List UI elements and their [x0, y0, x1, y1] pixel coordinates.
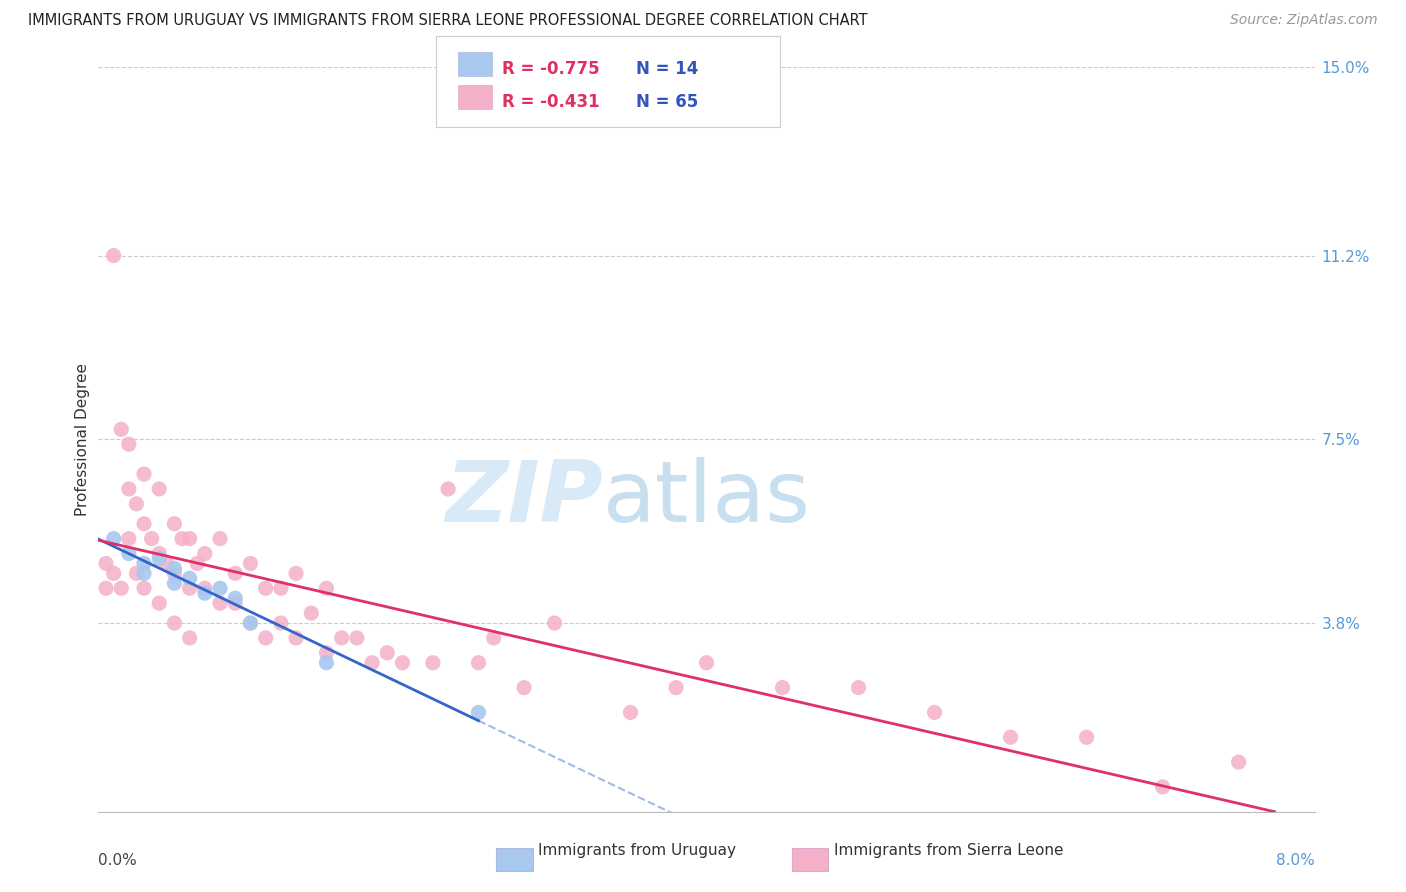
Point: [141, 532, 163, 546]
Text: R = -0.431: R = -0.431: [502, 93, 599, 111]
Point: [163, 561, 186, 575]
Point: [330, 631, 353, 645]
Text: atlas: atlas: [603, 458, 811, 541]
Point: [94, 582, 117, 596]
Text: IMMIGRANTS FROM URUGUAY VS IMMIGRANTS FROM SIERRA LEONE PROFESSIONAL DEGREE CORR: IMMIGRANTS FROM URUGUAY VS IMMIGRANTS FR…: [28, 13, 868, 29]
Text: ZIP: ZIP: [446, 458, 603, 541]
Point: [132, 582, 155, 596]
Point: [437, 482, 460, 496]
Point: [270, 615, 292, 630]
Point: [209, 532, 232, 546]
Point: [696, 656, 718, 670]
Point: [163, 566, 186, 581]
Point: [848, 681, 870, 695]
Text: N = 65: N = 65: [636, 93, 697, 111]
Point: [239, 615, 262, 630]
Point: [110, 582, 132, 596]
Point: [118, 437, 141, 451]
Point: [132, 467, 155, 481]
Point: [194, 582, 217, 596]
Point: [118, 482, 141, 496]
Point: [209, 596, 232, 610]
Point: [170, 532, 193, 546]
Point: [239, 615, 262, 630]
Point: [665, 681, 688, 695]
Text: 8.0%: 8.0%: [1275, 853, 1315, 868]
Point: [315, 646, 337, 660]
Point: [299, 606, 322, 620]
Point: [132, 557, 155, 571]
Point: [94, 557, 117, 571]
Point: [391, 656, 413, 670]
Point: [239, 557, 262, 571]
Point: [924, 706, 946, 720]
Point: [163, 615, 186, 630]
Point: [270, 582, 292, 596]
Point: [194, 547, 217, 561]
Point: [315, 582, 337, 596]
Point: [467, 656, 489, 670]
Point: [125, 497, 148, 511]
Point: [163, 576, 186, 591]
Point: [254, 631, 277, 645]
Text: Immigrants from Sierra Leone: Immigrants from Sierra Leone: [834, 844, 1063, 858]
Text: R = -0.775: R = -0.775: [502, 60, 599, 78]
Point: [543, 615, 565, 630]
Text: Immigrants from Uruguay: Immigrants from Uruguay: [538, 844, 737, 858]
Text: N = 14: N = 14: [636, 60, 697, 78]
Point: [132, 516, 155, 531]
Point: [224, 596, 246, 610]
Point: [163, 516, 186, 531]
Point: [179, 582, 201, 596]
Point: [315, 656, 337, 670]
Point: [103, 532, 125, 546]
Point: [103, 249, 125, 263]
Point: [422, 656, 444, 670]
Point: [179, 631, 201, 645]
Point: [224, 566, 246, 581]
Point: [179, 532, 201, 546]
Point: [772, 681, 794, 695]
Point: [1076, 730, 1098, 744]
Point: [148, 551, 170, 566]
Point: [254, 582, 277, 596]
Text: 0.0%: 0.0%: [98, 853, 138, 868]
Point: [148, 547, 170, 561]
Point: [156, 557, 179, 571]
Point: [1152, 780, 1174, 794]
Text: Source: ZipAtlas.com: Source: ZipAtlas.com: [1230, 13, 1378, 28]
Point: [118, 532, 141, 546]
Point: [619, 706, 641, 720]
Point: [110, 422, 132, 436]
Point: [132, 566, 155, 581]
Point: [285, 566, 308, 581]
Point: [186, 557, 208, 571]
Point: [513, 681, 536, 695]
Point: [285, 631, 308, 645]
Point: [1000, 730, 1022, 744]
Point: [103, 566, 125, 581]
Point: [118, 547, 141, 561]
Point: [467, 706, 489, 720]
Point: [148, 482, 170, 496]
Point: [482, 631, 505, 645]
Point: [375, 646, 398, 660]
Point: [1227, 755, 1250, 769]
Point: [194, 586, 217, 600]
Point: [209, 582, 232, 596]
Point: [179, 571, 201, 585]
Point: [224, 591, 246, 606]
Point: [361, 656, 384, 670]
Point: [125, 566, 148, 581]
Y-axis label: Professional Degree: Professional Degree: [75, 363, 90, 516]
Point: [148, 596, 170, 610]
Point: [346, 631, 368, 645]
